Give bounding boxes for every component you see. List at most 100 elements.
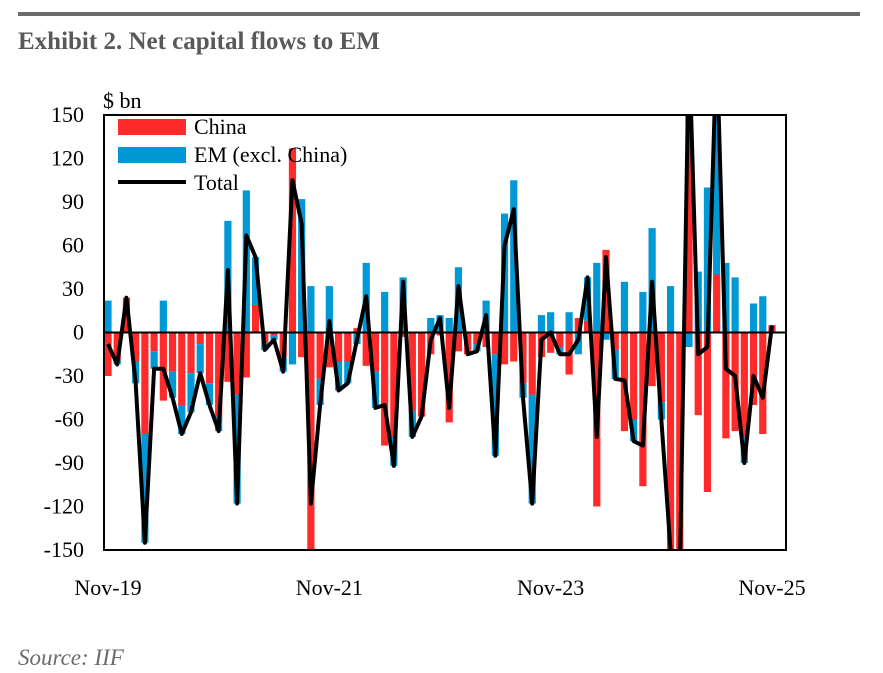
bar-china-Sep-25 [749,332,758,405]
exhibit-title: Exhibit 2. Net capital flows to EM [18,28,380,55]
bar-em-Dec-24 [666,286,675,333]
bar-em-Oct-25 [759,296,767,333]
total-line-layer [106,115,774,550]
bar-china-Sep-22 [417,332,426,417]
y-tick-label: 90 [62,189,84,214]
bar-china-Dec-20 [224,332,232,382]
bar-em-Sep-25 [749,303,758,333]
bar-em-Sep-20 [196,344,204,374]
bar-em-Apr-25 [703,187,712,333]
bar-china-May-21 [270,332,278,336]
bar-em-Dec-22 [445,318,453,333]
legend-label-total: Total [194,170,239,195]
bar-em-Mar-20 [141,434,149,543]
bar-china-Jun-23 [500,332,509,365]
bar-em-May-20 [159,300,167,333]
bar-china-Jun-24 [611,332,619,350]
bar-em-Mar-21 [251,257,260,305]
bar-china-Aug-25 [740,332,748,437]
bar-china-Jul-23 [510,332,518,362]
bar-em-May-23 [491,354,499,456]
y-axis-label: $ bn [103,88,142,113]
bar-china-Sep-24 [639,332,647,487]
bar-china-Jun-22 [390,332,398,437]
y-tick-label: -120 [44,494,84,519]
x-tick-label: Nov-25 [738,575,805,600]
bar-china-Aug-22 [408,332,416,411]
bar-china-Aug-21 [298,332,306,358]
y-tick-label: -30 [55,363,84,388]
bar-china-May-22 [381,332,389,446]
bar-china-Jul-21 [288,148,297,333]
bar-china-Nov-23 [547,332,555,353]
y-ticks: 150 120 90 60 30 0 -30 -60 -90 -120 -150 [44,102,84,562]
legend-label-china: China [194,114,247,139]
bar-china-Dec-24 [666,332,675,550]
bar-china-Dec-21 [334,332,343,362]
plot-frame [103,114,787,551]
x-tick-label: Nov-21 [296,575,363,600]
bar-china-Oct-20 [205,332,214,384]
bar-em-Nov-23 [547,312,555,333]
bar-em-Jun-25 [722,262,730,333]
total-line [106,115,774,550]
bar-em-Feb-25 [685,332,693,347]
bar-china-Mar-25 [694,332,702,416]
bar-em-Sep-21 [307,286,315,333]
bar-em-Oct-20 [205,383,214,405]
bar-china-May-20 [159,332,167,401]
top-rule [18,12,860,16]
legend-swatch-china [118,119,186,135]
y-tick-label: -90 [55,450,84,475]
bar-china-May-23 [491,332,499,355]
y-tick-label: -150 [44,537,84,562]
bar-china-Feb-24 [574,318,582,333]
bar-china-May-25 [713,274,721,333]
bar-china-Sep-21 [307,332,315,550]
bar-china-Feb-25 [685,115,693,333]
bar-china-Apr-20 [150,332,158,352]
bar-em-Oct-23 [537,315,546,333]
bar-china-Jan-25 [676,332,684,550]
bar-china-Sep-20 [196,332,204,345]
bar-em-Aug-20 [187,373,195,413]
bar-em-Jun-20 [168,371,177,398]
bar-china-Jan-22 [344,332,352,362]
bar-em-Nov-19 [104,300,112,333]
bar-china-Oct-21 [316,332,324,379]
bar-china-Nov-20 [215,332,223,417]
bar-china-Aug-20 [187,332,195,374]
bar-china-Mar-24 [583,320,592,333]
bar-china-Apr-25 [703,332,712,492]
bar-em-Apr-24 [593,262,601,333]
y-tick-label: 60 [62,233,84,258]
bar-em-May-25 [713,115,721,275]
legend: China EM (excl. China) Total [118,114,347,195]
bar-em-Sep-24 [639,291,647,333]
y-tick-label: -60 [55,407,84,432]
bar-china-Nov-19 [104,332,112,376]
bar-china-Jan-21 [233,332,241,395]
bar-china-Mar-22 [362,332,370,366]
bar-china-Nov-21 [325,332,333,368]
bar-china-Sep-23 [528,332,536,395]
bar-em-Apr-20 [150,351,158,369]
legend-label-em: EM (excl. China) [194,142,347,167]
x-ticks: Nov-19 Nov-21 Nov-23 Nov-25 [74,575,805,600]
bar-china-Jun-20 [168,332,177,372]
bar-china-Mar-20 [141,332,149,434]
x-tick-label: Nov-23 [517,575,584,600]
y-tick-label: 0 [73,320,84,345]
bar-em-Oct-22 [427,318,435,333]
bar-em-Jul-21 [288,332,297,365]
bar-em-Sep-23 [528,394,536,504]
bar-china-Mar-23 [473,332,481,345]
bar-china-Aug-24 [630,332,638,420]
bar-china-Nov-24 [657,332,665,403]
bar-china-Jul-20 [178,332,186,405]
bar-china-Feb-20 [132,332,140,362]
bar-china-Dec-23 [556,332,564,347]
bar-china-Oct-24 [648,332,656,387]
bar-em-Jul-25 [731,277,739,333]
